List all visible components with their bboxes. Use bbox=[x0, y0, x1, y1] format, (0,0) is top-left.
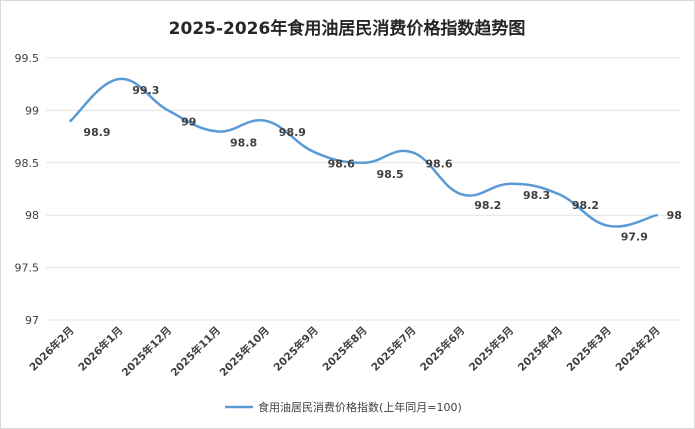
data-label: 98.8 bbox=[230, 136, 257, 149]
x-tick-label: 2025年3月 bbox=[564, 324, 614, 374]
x-tick-label: 2025年7月 bbox=[369, 324, 419, 374]
data-label: 98.5 bbox=[377, 168, 404, 181]
data-label: 98.6 bbox=[425, 157, 452, 170]
data-label: 98.2 bbox=[474, 199, 501, 212]
y-axis-ticks: 97 97.5 98 98.5 99 99.5 bbox=[15, 52, 40, 327]
x-tick-label: 2025年11月 bbox=[168, 324, 223, 379]
data-label: 98.6 bbox=[328, 157, 355, 170]
data-label: 98.2 bbox=[572, 199, 599, 212]
x-tick-label: 2025年4月 bbox=[515, 324, 565, 374]
x-tick-label: 2025年6月 bbox=[417, 324, 467, 374]
legend-label: 食用油居民消费价格指数(上年同月=100) bbox=[258, 400, 462, 414]
data-labels: 98.9 99.3 99 98.8 98.9 98.6 98.5 98.6 98.2 98.3 98… bbox=[83, 84, 681, 244]
x-tick-label: 2025年10月 bbox=[217, 324, 272, 379]
data-label: 98.3 bbox=[523, 189, 550, 202]
y-tick-label: 97.5 bbox=[15, 262, 40, 275]
grid-layer bbox=[46, 57, 681, 321]
x-tick-label: 2025年8月 bbox=[320, 324, 370, 374]
x-tick-label: 2026年1月 bbox=[76, 324, 126, 374]
data-label: 97.9 bbox=[621, 231, 648, 244]
data-label: 99 bbox=[181, 115, 196, 128]
y-tick-label: 99 bbox=[25, 104, 39, 117]
x-tick-label: 2025年12月 bbox=[119, 324, 174, 379]
x-tick-label: 2025年5月 bbox=[466, 324, 516, 374]
chart-title: 2025-2026年食用油居民消费价格指数趋势图 bbox=[169, 18, 526, 39]
y-tick-label: 98.5 bbox=[15, 157, 40, 170]
y-tick-label: 98 bbox=[25, 209, 39, 222]
legend: 食用油居民消费价格指数(上年同月=100) bbox=[225, 400, 462, 414]
data-label: 99.3 bbox=[132, 84, 159, 97]
data-label: 98.9 bbox=[279, 126, 306, 139]
data-label: 98 bbox=[667, 209, 682, 222]
x-tick-label: 2025年9月 bbox=[271, 324, 321, 374]
x-tick-label: 2026年2月 bbox=[27, 324, 77, 374]
x-tick-label: 2025年2月 bbox=[613, 324, 663, 374]
y-tick-label: 97 bbox=[25, 314, 39, 327]
y-tick-label: 99.5 bbox=[15, 52, 40, 65]
series-line bbox=[69, 77, 658, 228]
data-label: 98.9 bbox=[83, 126, 110, 139]
